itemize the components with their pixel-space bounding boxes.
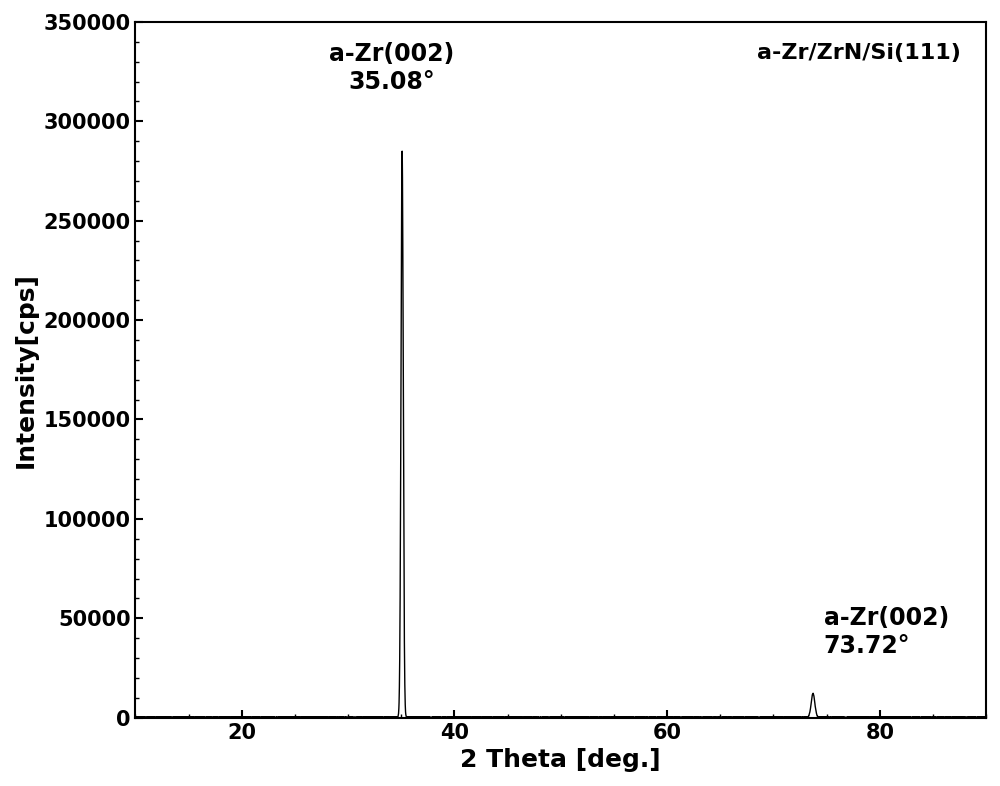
Y-axis label: Intensity[cps]: Intensity[cps] bbox=[14, 272, 38, 468]
Text: a-Zr(002)
35.08°: a-Zr(002) 35.08° bbox=[329, 42, 454, 94]
Text: a-Zr/ZrN/Si(111): a-Zr/ZrN/Si(111) bbox=[757, 42, 961, 63]
Text: a-Zr(002)
73.72°: a-Zr(002) 73.72° bbox=[824, 606, 949, 658]
X-axis label: 2 Theta [deg.]: 2 Theta [deg.] bbox=[460, 748, 661, 772]
